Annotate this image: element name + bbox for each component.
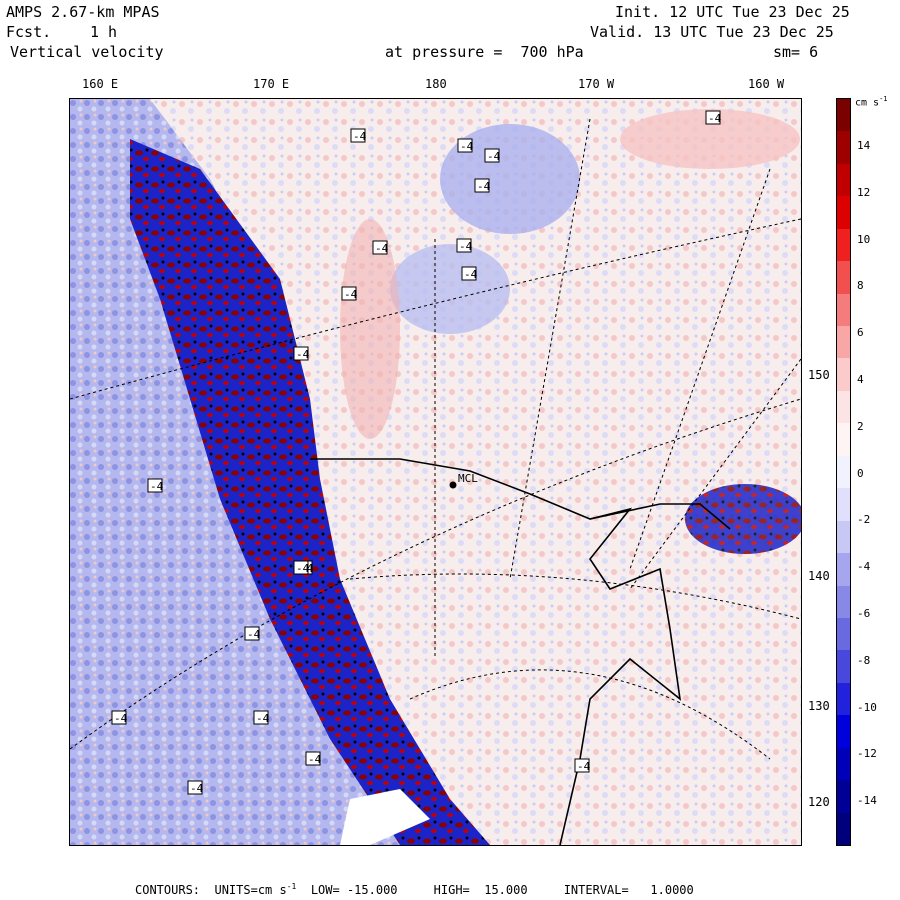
init-time: Init. 12 UTC Tue 23 Dec 25 [615,3,850,21]
colorbar-tick: 2 [857,419,864,433]
map-svg: MCL -4 -4 -4 -4 -4 -4 -4 -4 -4 -4 -4 -4 … [69,99,805,846]
smoothing: sm= 6 [773,43,819,61]
colorbar-swatch [837,293,850,327]
colorbar-swatch [837,812,850,846]
colorbar-tick: -8 [857,653,871,667]
contour-label: -4 [477,180,491,193]
colorbar-tick: -12 [857,747,877,761]
lon-label-180: 180 [425,77,447,91]
colorbar-tick: -14 [857,794,877,808]
colorbar-tick: -6 [857,607,871,620]
colorbar-swatch [837,358,850,392]
colorbar-swatch [837,99,850,132]
field-name: Vertical velocity [10,43,164,61]
coastline [589,503,731,530]
transantarctic-ridge [130,139,490,845]
colorbar-tick: 8 [857,279,864,293]
contour-label: -4 [460,140,474,153]
colorbar-swatch [837,261,850,295]
graticule [69,118,802,760]
contour-label: -4 [708,112,722,125]
colorbar-tick: -10 [857,700,877,714]
colorbar-swatch [837,617,850,651]
contour-label: -4 [150,480,164,493]
north-blue-patch [390,244,510,334]
colorbar-swatch [837,163,850,197]
white-patch [340,789,430,845]
colorbar-swatch [837,488,850,522]
contour-label: -4 [190,782,204,795]
colorbar-swatch [837,196,850,230]
colorbar-swatch [837,650,850,684]
contour-label: -4 [459,240,473,253]
east-mountain-cluster [685,484,805,554]
map-panel[interactable]: MCL -4 -4 -4 -4 -4 -4 -4 -4 -4 -4 -4 -4 … [69,98,805,846]
colorbar-tick: 6 [857,326,864,340]
contour-label: -4 [487,150,501,163]
colorbar-units: cm s-1 [855,95,888,109]
contour-label: -4 [464,268,478,281]
contour-label: -4 [344,288,358,301]
model-title: AMPS 2.67-km MPAS [6,3,160,21]
contour-label: -4 [353,130,367,143]
contour-label: -4 [577,760,591,773]
colorbar-swatch [837,553,850,586]
contour-footer: CONTOURS: UNITS=cm s-1 LOW= -15.000 HIGH… [135,882,694,897]
station-label: MCL [458,472,478,485]
colorbar-swatch [837,780,850,814]
colorbar-swatch [837,326,850,359]
pressure-level: at pressure = 700 hPa [385,43,584,61]
lon-label-160w: 160 W [748,77,785,91]
colorbar [836,98,851,846]
colorbar-tick: 0 [857,466,864,480]
red-band [340,219,400,439]
colorbar-swatch [837,747,850,781]
colorbar-swatch [837,585,850,619]
colorbar-swatch [837,455,850,489]
colorbar-tick: 10 [857,232,871,246]
lon-label-170e: 170 E [253,77,290,91]
lon-label-170w: 170 W [578,77,615,91]
lon-label-160e: 160 E [82,77,119,91]
colorbar-swatch [837,390,850,424]
forecast-label: Fcst. [6,23,52,41]
contour-label: -4 [308,753,322,766]
colorbar-swatch [837,715,850,749]
contour-label: -4 [114,712,128,725]
valid-time: Valid. 13 UTC Tue 23 Dec 25 [590,23,834,41]
colorbar-tick: 4 [857,373,864,386]
north-blue-patch [440,124,580,234]
colorbar-swatch [837,682,850,716]
forecast-value: 1 h [90,23,118,41]
colorbar-swatch [837,131,850,165]
colorbar-tick: -4 [857,560,871,574]
contour-labels: -4 -4 -4 -4 -4 -4 -4 -4 -4 -4 -4 -4 -4 -… [111,110,722,795]
colorbar-swatch [837,228,850,262]
colorbar-swatch [837,423,850,457]
contour-label: -4 [247,628,261,641]
coastline [310,458,682,846]
contour-label: -4 [296,348,310,361]
contour-label: -4 [375,242,389,255]
colorbar-tick: 14 [857,139,871,152]
contour-label: -4 [256,712,270,725]
colorbar-swatch [837,520,850,554]
north-red-patch [620,109,800,169]
colorbar-tick: -2 [857,513,871,527]
contour-label: -4 [296,562,310,575]
colorbar-tick: 12 [857,185,871,199]
station-dot [449,481,457,489]
